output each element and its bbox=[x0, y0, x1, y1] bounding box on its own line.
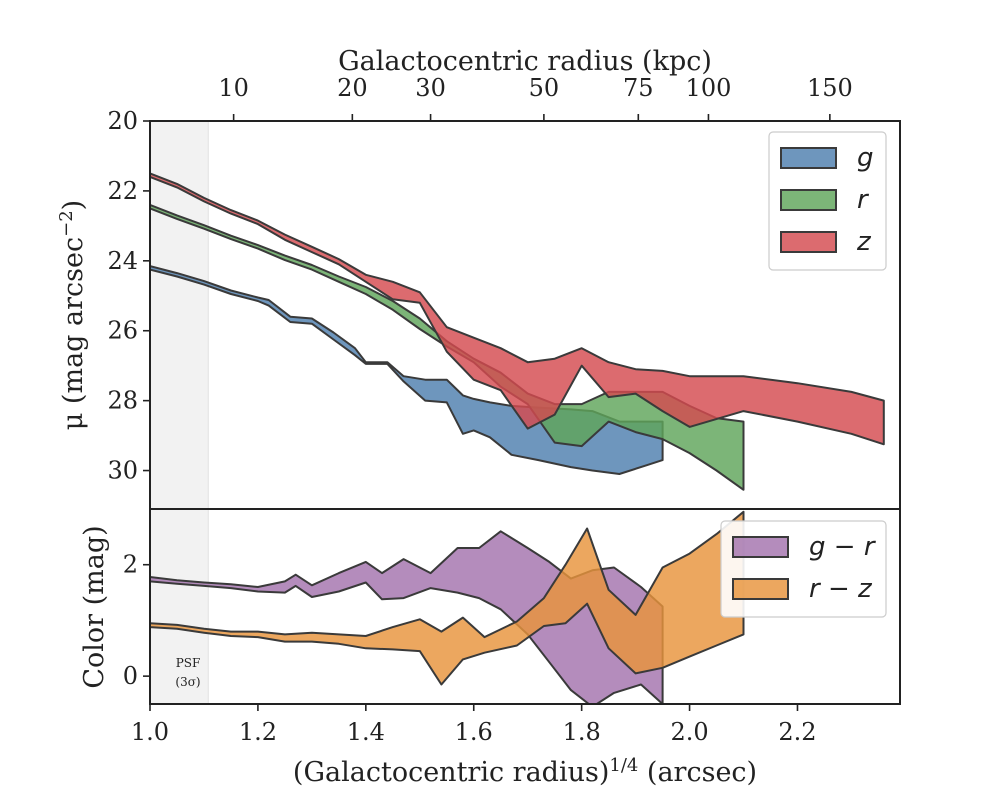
bottom-panel-frame bbox=[149, 508, 901, 705]
bottom-x-tick-label: 2.0 bbox=[670, 718, 708, 746]
bottom-x-tick-label: 2.2 bbox=[778, 718, 816, 746]
surface-brightness-panel: 20 22 24 26 28 30 grz bbox=[107, 107, 901, 510]
top-y-tick-label: 20 bbox=[107, 107, 138, 135]
plot-area bbox=[150, 172, 885, 491]
legend-swatch-r-z bbox=[732, 578, 789, 600]
legend-swatch-z bbox=[780, 231, 837, 253]
bottom-x-tick-label: 1.8 bbox=[563, 718, 601, 746]
legend-label-r: r bbox=[857, 185, 870, 215]
top-x-ticks: 10 20 30 50 75 100 150 bbox=[218, 74, 853, 121]
bottom-x-tick-label: 1.2 bbox=[239, 718, 277, 746]
legend-swatch-g-r bbox=[732, 536, 789, 558]
top-y-axis-label: μ (mag arcsec−2) bbox=[56, 200, 89, 430]
top-x-tick-label: 10 bbox=[218, 74, 249, 102]
bottom-x-axis-label-main: (Galactocentric radius) bbox=[293, 757, 609, 788]
top-x-tick-label: 30 bbox=[415, 74, 446, 102]
top-y-axis-label-main: μ (mag arcsec bbox=[58, 237, 89, 430]
psf-label-line1: PSF bbox=[176, 656, 201, 670]
bottom-x-tick-label: 1.6 bbox=[455, 718, 493, 746]
bottom-x-tick-label: 1.0 bbox=[131, 718, 169, 746]
legend-label-g: g bbox=[857, 143, 874, 173]
band-r bbox=[150, 203, 745, 491]
plot-area bbox=[150, 510, 745, 704]
psf-region bbox=[150, 509, 209, 704]
top-x-tick-label: 20 bbox=[337, 74, 368, 102]
legend-swatch-g bbox=[780, 147, 837, 169]
band-z bbox=[150, 172, 885, 446]
top-y-axis-label-sup: −2 bbox=[56, 210, 77, 237]
legend-bands: grz bbox=[768, 131, 887, 271]
top-y-tick-label: 24 bbox=[107, 247, 138, 275]
top-y-axis-label-end: ) bbox=[58, 200, 89, 211]
bottom-y-axis-label: Color (mag) bbox=[79, 525, 110, 688]
top-x-tick-label: 100 bbox=[686, 74, 732, 102]
band-g-r bbox=[150, 530, 664, 704]
psf-label-line2: (3σ) bbox=[175, 675, 200, 689]
legend-label-z: z bbox=[856, 227, 872, 257]
legend-label-g-r: g − r bbox=[809, 532, 877, 562]
legend-colors: g − r r − z bbox=[720, 520, 887, 618]
top-y-tick-label: 30 bbox=[107, 457, 138, 485]
top-y-tick-label: 22 bbox=[107, 177, 138, 205]
top-x-tick-label: 150 bbox=[807, 74, 853, 102]
bottom-x-axis-label: (Galactocentric radius)1/4 (arcsec) bbox=[293, 755, 757, 788]
bottom-y-tick-label: 2 bbox=[123, 551, 138, 579]
legend-swatch-r bbox=[780, 189, 837, 211]
top-x-tick-label: 75 bbox=[623, 74, 654, 102]
bottom-x-axis-label-end: (arcsec) bbox=[638, 757, 757, 788]
bottom-x-axis-label-sup: 1/4 bbox=[609, 755, 638, 776]
top-y-tick-label: 28 bbox=[107, 387, 138, 415]
top-x-axis-label: Galactocentric radius (kpc) bbox=[338, 46, 712, 77]
bottom-y-tick-label: 0 bbox=[123, 662, 138, 690]
band-r-z bbox=[150, 510, 745, 686]
legend-label-r-z: r − z bbox=[809, 574, 873, 604]
top-y-tick-label: 26 bbox=[107, 317, 138, 345]
color-panel: 0 2 1.0 1.2 1.4 1.6 1.8 2.0 2.2 g − r r − z bbox=[123, 508, 901, 746]
bottom-x-tick-label: 1.4 bbox=[347, 718, 385, 746]
top-x-tick-label: 50 bbox=[529, 74, 560, 102]
